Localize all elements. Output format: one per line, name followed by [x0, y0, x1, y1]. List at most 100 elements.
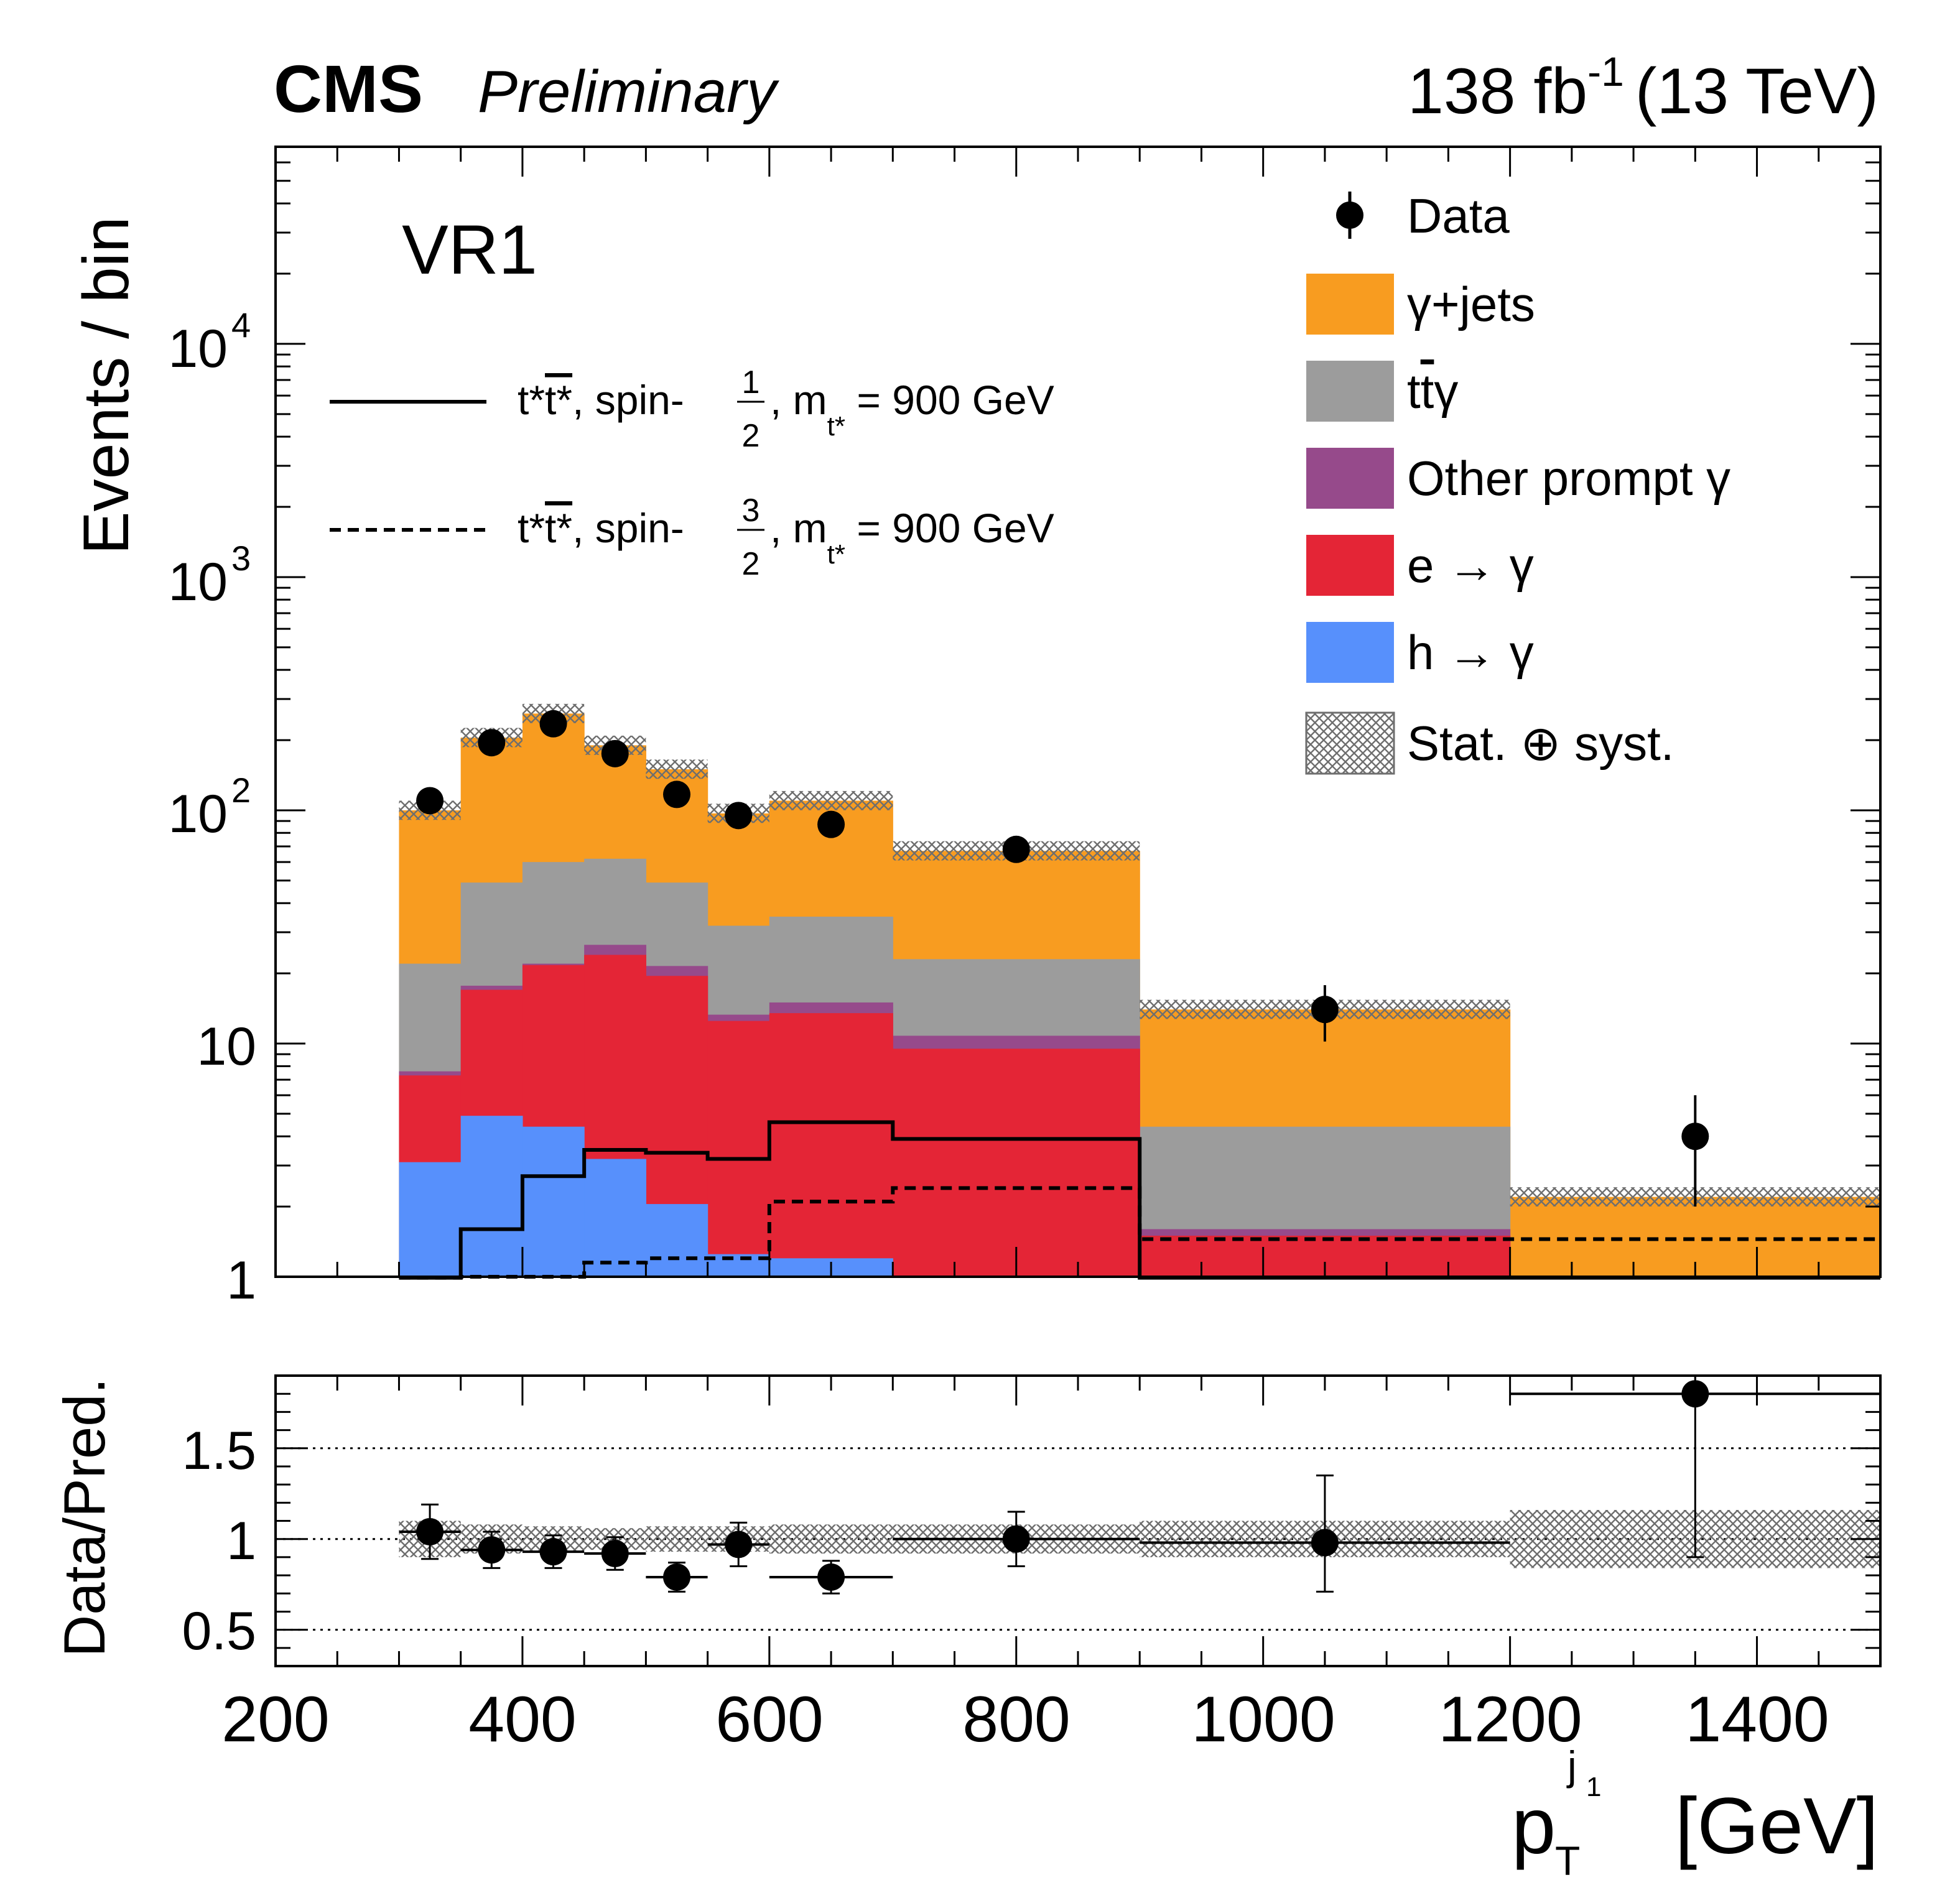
stack-bar-e_to_g [707, 1021, 770, 1277]
y-tick-label: 10 [197, 1017, 256, 1077]
mass-value: = 900 GeV [845, 505, 1054, 551]
ratio-point [725, 1530, 753, 1558]
mass-subscript: t* [827, 411, 845, 442]
ratio-y-tick-label: 0.5 [182, 1601, 256, 1661]
main-frame [274, 146, 1882, 1278]
stack-bar-h_to_g [522, 1126, 585, 1277]
legend-swatch-uncertainty [1305, 711, 1395, 775]
data-point [478, 729, 506, 757]
data-point [539, 710, 567, 738]
ratio-point [817, 1563, 845, 1591]
background-legend: Data γ+jets ttγ Other prompt γ e → γ h →… [1305, 188, 1730, 775]
legend-label-gjets: γ+jets [1407, 277, 1535, 331]
ratio-points [399, 1374, 1880, 1595]
y-tick-exponent: 2 [231, 771, 251, 810]
signal-mid: , spin- [572, 505, 684, 551]
ttg-t: t [1407, 364, 1421, 419]
legend-swatch-ttg [1306, 361, 1394, 422]
ratio-point [416, 1518, 444, 1546]
x-axis-superscript-index: 1 [1586, 1772, 1601, 1802]
signal-mid: , spin- [572, 377, 684, 423]
signal-prefix: t* [518, 505, 545, 551]
legend-swatch-e-to-gamma [1306, 535, 1394, 596]
fraction-numerator: 3 [742, 493, 760, 529]
legend-label-data: Data [1407, 188, 1510, 243]
ratio-band [769, 1524, 893, 1554]
uncertainty-hatch [646, 759, 708, 779]
legend-label-spin-three-halves: t*t*, spin- [518, 505, 684, 551]
x-tick-label: 1200 [1438, 1683, 1582, 1756]
legend-swatch-gjets [1306, 274, 1394, 335]
signal-line-solid [399, 1120, 1880, 1280]
legend-label-h-to-gamma: h → γ [1407, 625, 1534, 680]
legend-label-e-to-gamma: e → γ [1407, 538, 1534, 593]
x-axis-symbol: p [1512, 1782, 1556, 1871]
lumi-label: 138 fb-1 (13 TeV) [1408, 49, 1879, 127]
ttg-tbar: t [1421, 364, 1434, 419]
x-axis-unit: [GeV] [1675, 1782, 1879, 1871]
x-tick-label: 1400 [1685, 1683, 1829, 1756]
signal-line-dashed [399, 1186, 1880, 1280]
legend-label-ttg: ttγ [1407, 364, 1458, 419]
lumi-value: 138 fb [1408, 55, 1587, 127]
x-axis-subscript: T [1555, 1838, 1580, 1880]
data-point [817, 810, 845, 838]
data-points [416, 710, 1709, 1207]
stack-bar-h_to_g [584, 1159, 646, 1277]
signal-legend: t*t*, spin- 1 2 , mt* = 900 GeV t*t*, sp… [330, 364, 1054, 582]
legend-mass-spin-half: , mt* = 900 GeV [770, 377, 1054, 442]
signal-anti: t* [545, 377, 572, 423]
legend-mass-spin-three-halves: , mt* = 900 GeV [770, 505, 1054, 570]
ratio-band [646, 1526, 708, 1552]
fraction-denominator: 2 [742, 418, 760, 454]
mass-comma: , m [770, 505, 827, 551]
x-tick-label: 400 [468, 1683, 577, 1756]
data-point [1311, 996, 1339, 1024]
x-axis-label: p T j 1 [GeV] [1512, 1743, 1879, 1880]
main-axis-ticks [274, 146, 1882, 1666]
data-point [1681, 1123, 1709, 1151]
y-tick-exponent: 4 [231, 305, 251, 345]
stack-bar-e_to_g [893, 1049, 1140, 1277]
x-tick-labels: 200 400 600 800 1000 1200 1400 [221, 1683, 1829, 1756]
legend-label-other-prompt: Other prompt γ [1407, 451, 1730, 506]
ratio-y-tick-label: 1.5 [182, 1421, 256, 1481]
data-point [663, 780, 690, 808]
legend-data-marker [1336, 201, 1363, 229]
uncertainty-hatch [769, 790, 893, 810]
mass-subscript: t* [827, 539, 845, 570]
energy-label: (13 TeV) [1635, 55, 1879, 127]
data-point [725, 802, 753, 830]
y-tick-label: 10 [168, 552, 228, 612]
ratio-point [1681, 1380, 1709, 1408]
stacked-histogram [399, 713, 1881, 1277]
ratio-point [663, 1563, 690, 1591]
region-label: VR1 [402, 211, 537, 289]
x-tick-label: 800 [962, 1683, 1071, 1756]
ratio-frame [274, 1374, 1882, 1667]
y-tick-label: 10 [168, 319, 228, 379]
lumi-exponent: -1 [1587, 49, 1624, 95]
ratio-y-axis-label: Data/Pred. [52, 1378, 117, 1657]
ratio-point [1002, 1525, 1030, 1553]
x-tick-label: 600 [715, 1683, 824, 1756]
y-tick-exponent: 3 [231, 539, 251, 578]
ratio-point [539, 1538, 567, 1566]
legend-swatch-other-prompt [1306, 448, 1394, 509]
ratio-point [478, 1536, 506, 1564]
status-label: Preliminary [478, 58, 779, 125]
y-axis-label: Events / bin [70, 216, 142, 554]
fraction-denominator: 2 [742, 546, 760, 582]
ratio-point [601, 1540, 629, 1568]
stack-bar-h_to_g [460, 1116, 523, 1277]
legend-label-spin-half: t*t*, spin- [518, 377, 684, 423]
legend-swatch-h-to-gamma [1306, 622, 1394, 683]
data-point [1002, 835, 1030, 863]
mass-value: = 900 GeV [845, 377, 1054, 423]
stack-bar-h_to_g [399, 1162, 462, 1277]
ratio-y-tick-labels: 0.5 1 1.5 [182, 1421, 256, 1661]
ratio-y-tick-label: 1 [226, 1511, 256, 1571]
data-point [601, 739, 629, 767]
experiment-label: CMS [274, 51, 423, 126]
